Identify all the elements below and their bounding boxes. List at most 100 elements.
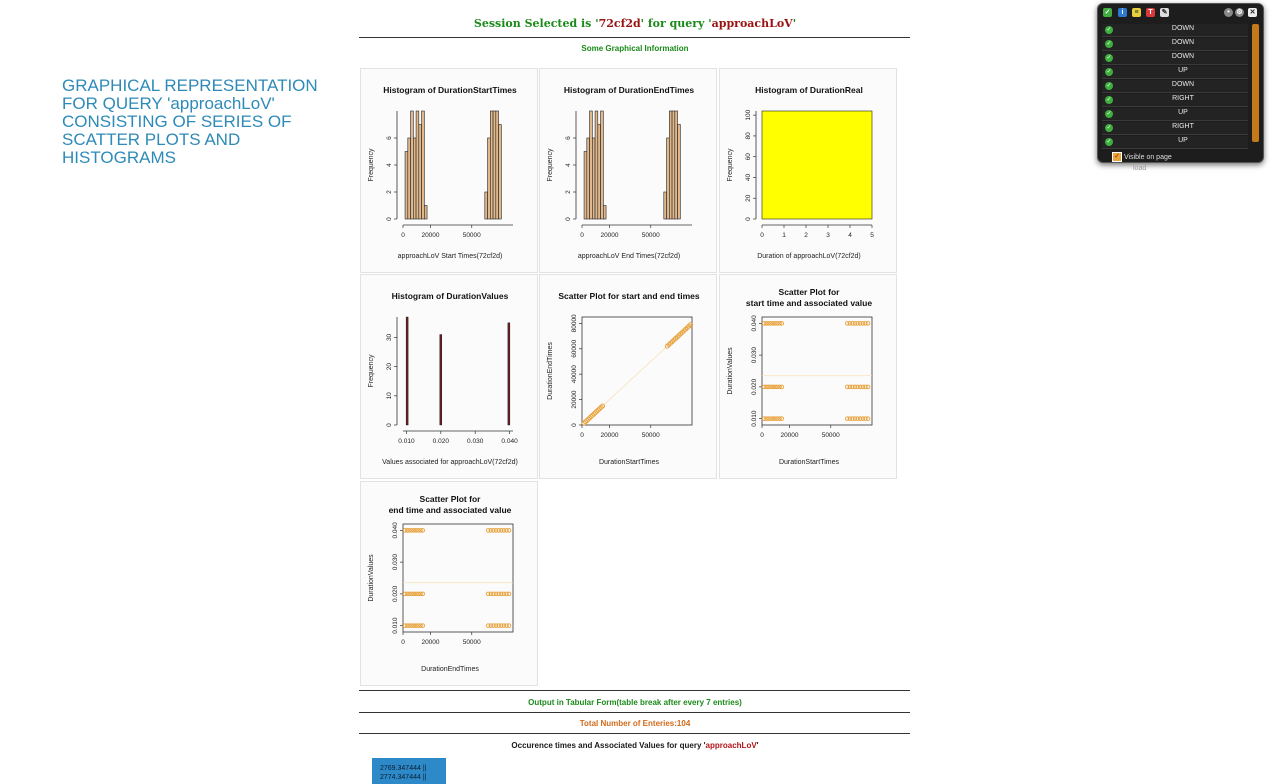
scatter-point	[488, 591, 494, 597]
chart-title: Histogram of DurationValues	[392, 291, 509, 301]
check-icon[interactable]: ✓	[1105, 124, 1113, 132]
y-tick-label: 80000	[571, 314, 578, 332]
scatter-point	[493, 528, 499, 533]
scatter-point	[768, 416, 773, 421]
list-item[interactable]: ✓ UP	[1102, 136, 1248, 149]
scatter-point	[850, 321, 855, 326]
y-axis-label: Frequency	[368, 354, 375, 388]
floating-widget[interactable]: ✓ i ≡ T ✎ • ⚙ ✕ ✓ DOWN ✓ DOWN ✓ DOWN ✓ UP ✓ D…	[1097, 3, 1264, 163]
plot-cell-end-value-scatter: Scatter Plot for end time and associated …	[360, 481, 538, 686]
histogram-bar	[405, 316, 409, 426]
x-tick-label: 0.040	[501, 438, 518, 445]
y-tick-label: 4	[386, 163, 393, 167]
list-item[interactable]: ✓ RIGHT	[1102, 122, 1248, 135]
y-tick-label: 10	[386, 392, 393, 400]
histogram-bar	[594, 110, 599, 220]
list-item[interactable]: ✓ UP	[1102, 66, 1248, 79]
list-item[interactable]: ✓ DOWN	[1102, 80, 1248, 93]
chart-start-times-histogram: Histogram of DurationStartTimes approachL…	[368, 85, 517, 260]
y-tick-label: 60	[745, 153, 752, 161]
list-item[interactable]: ✓ UP	[1102, 108, 1248, 121]
histogram-bar	[413, 137, 417, 220]
histogram-bar	[671, 110, 676, 220]
chart-title: Histogram of DurationStartTimes	[383, 85, 517, 95]
info-icon[interactable]: i	[1118, 8, 1127, 17]
x-tick-label: 4	[848, 232, 852, 239]
scatter-point	[501, 528, 507, 533]
scatter-point	[488, 528, 494, 533]
check-icon[interactable]: ✓	[1105, 138, 1113, 146]
close-icon[interactable]: ✕	[1248, 8, 1257, 17]
y-tick-label: 30	[386, 333, 393, 341]
scatter-point	[491, 591, 496, 597]
check-icon[interactable]: ✓	[1105, 96, 1113, 104]
x-tick-label: 0	[760, 432, 764, 439]
scatter-point	[493, 623, 499, 628]
pin-icon[interactable]: •	[1224, 8, 1233, 17]
occurrence-prefix: Occurence times and Associated Values fo…	[511, 741, 706, 750]
visible-toggle[interactable]: ✓ Visible on page	[1112, 152, 1172, 162]
scatter-point	[488, 623, 494, 628]
scatter-point	[590, 412, 596, 418]
scatter-point	[504, 528, 509, 533]
list-item[interactable]: ✓ DOWN	[1102, 52, 1248, 65]
list-item[interactable]: ✓ DOWN	[1102, 24, 1248, 37]
edit-icon[interactable]: ✎	[1160, 8, 1169, 17]
widget-toolbar: ✓ i ≡ T ✎ • ⚙ ✕	[1098, 4, 1263, 22]
check-icon[interactable]: ✓	[1105, 110, 1113, 118]
scatter-point	[496, 623, 501, 628]
check-icon[interactable]: ✓	[1103, 8, 1112, 17]
check-icon[interactable]: ✓	[1105, 54, 1113, 62]
scatter-point	[779, 384, 785, 390]
scatter-point	[407, 528, 412, 533]
scatter-point	[496, 528, 501, 533]
scatter-point	[598, 404, 604, 410]
histogram-bar	[490, 110, 494, 220]
plot-frame	[761, 316, 873, 426]
y-tick-label: 0	[745, 217, 752, 221]
scatter-point	[863, 416, 868, 421]
check-icon[interactable]: ✓	[1105, 82, 1113, 90]
scatter-point	[775, 416, 780, 421]
chart-title: Scatter Plot for	[420, 494, 482, 504]
histogram-bar	[677, 124, 681, 220]
y-tick-label: 0.020	[751, 378, 758, 395]
text-icon[interactable]: T	[1146, 8, 1155, 17]
list-item[interactable]: ✓ DOWN	[1102, 38, 1248, 51]
y-tick-label: 2	[565, 190, 572, 194]
chart-end-times-histogram: Histogram of DurationEndTimes approachLoV…	[547, 85, 694, 260]
scatter-point	[770, 384, 776, 390]
histogram-bar	[761, 110, 873, 220]
scatter-point	[506, 528, 512, 533]
scatter-point	[768, 321, 773, 326]
x-tick-label: 0.010	[398, 438, 415, 445]
check-icon[interactable]: ✓	[1105, 26, 1113, 34]
widget-list: ✓ DOWN ✓ DOWN ✓ DOWN ✓ UP ✓ DOWN ✓ RIGHT ✓ UP ✓…	[1102, 24, 1248, 150]
scatter-point	[405, 591, 410, 597]
scatter-point	[498, 528, 504, 533]
check-icon[interactable]: ✓	[1105, 40, 1113, 48]
scatter-point	[772, 321, 778, 326]
scatter-point	[405, 623, 410, 628]
list-item[interactable]: ✓ RIGHT	[1102, 94, 1248, 107]
scatter-point	[588, 414, 594, 419]
scatter-point	[777, 321, 782, 326]
checkbox-icon[interactable]: ✓	[1112, 152, 1122, 162]
page-title: GRAPHICAL REPRESENTATION FOR QUERY 'appr…	[62, 76, 318, 167]
x-tick-label: 50000	[642, 432, 660, 439]
scatter-point	[409, 528, 414, 533]
y-axis-label: DurationEndTimes	[547, 342, 554, 400]
load-link[interactable]: load	[1133, 165, 1147, 172]
settings-icon[interactable]: ⚙	[1235, 8, 1244, 17]
chart-title: end time and associated value	[389, 505, 512, 515]
check-icon[interactable]: ✓	[1105, 68, 1113, 76]
plot-cell-duration-real: Histogram of DurationReal Duration of app…	[719, 68, 897, 273]
note-icon[interactable]: ≡	[1132, 8, 1141, 17]
scatter-point	[420, 591, 426, 597]
x-tick-label: 50000	[463, 639, 481, 646]
scatter-point	[485, 623, 491, 628]
scatter-point	[847, 384, 853, 390]
widget-scrollbar[interactable]	[1252, 24, 1259, 142]
x-axis-label: Duration of approachLoV(72cf2d)	[757, 253, 861, 260]
scatter-point	[847, 416, 853, 421]
